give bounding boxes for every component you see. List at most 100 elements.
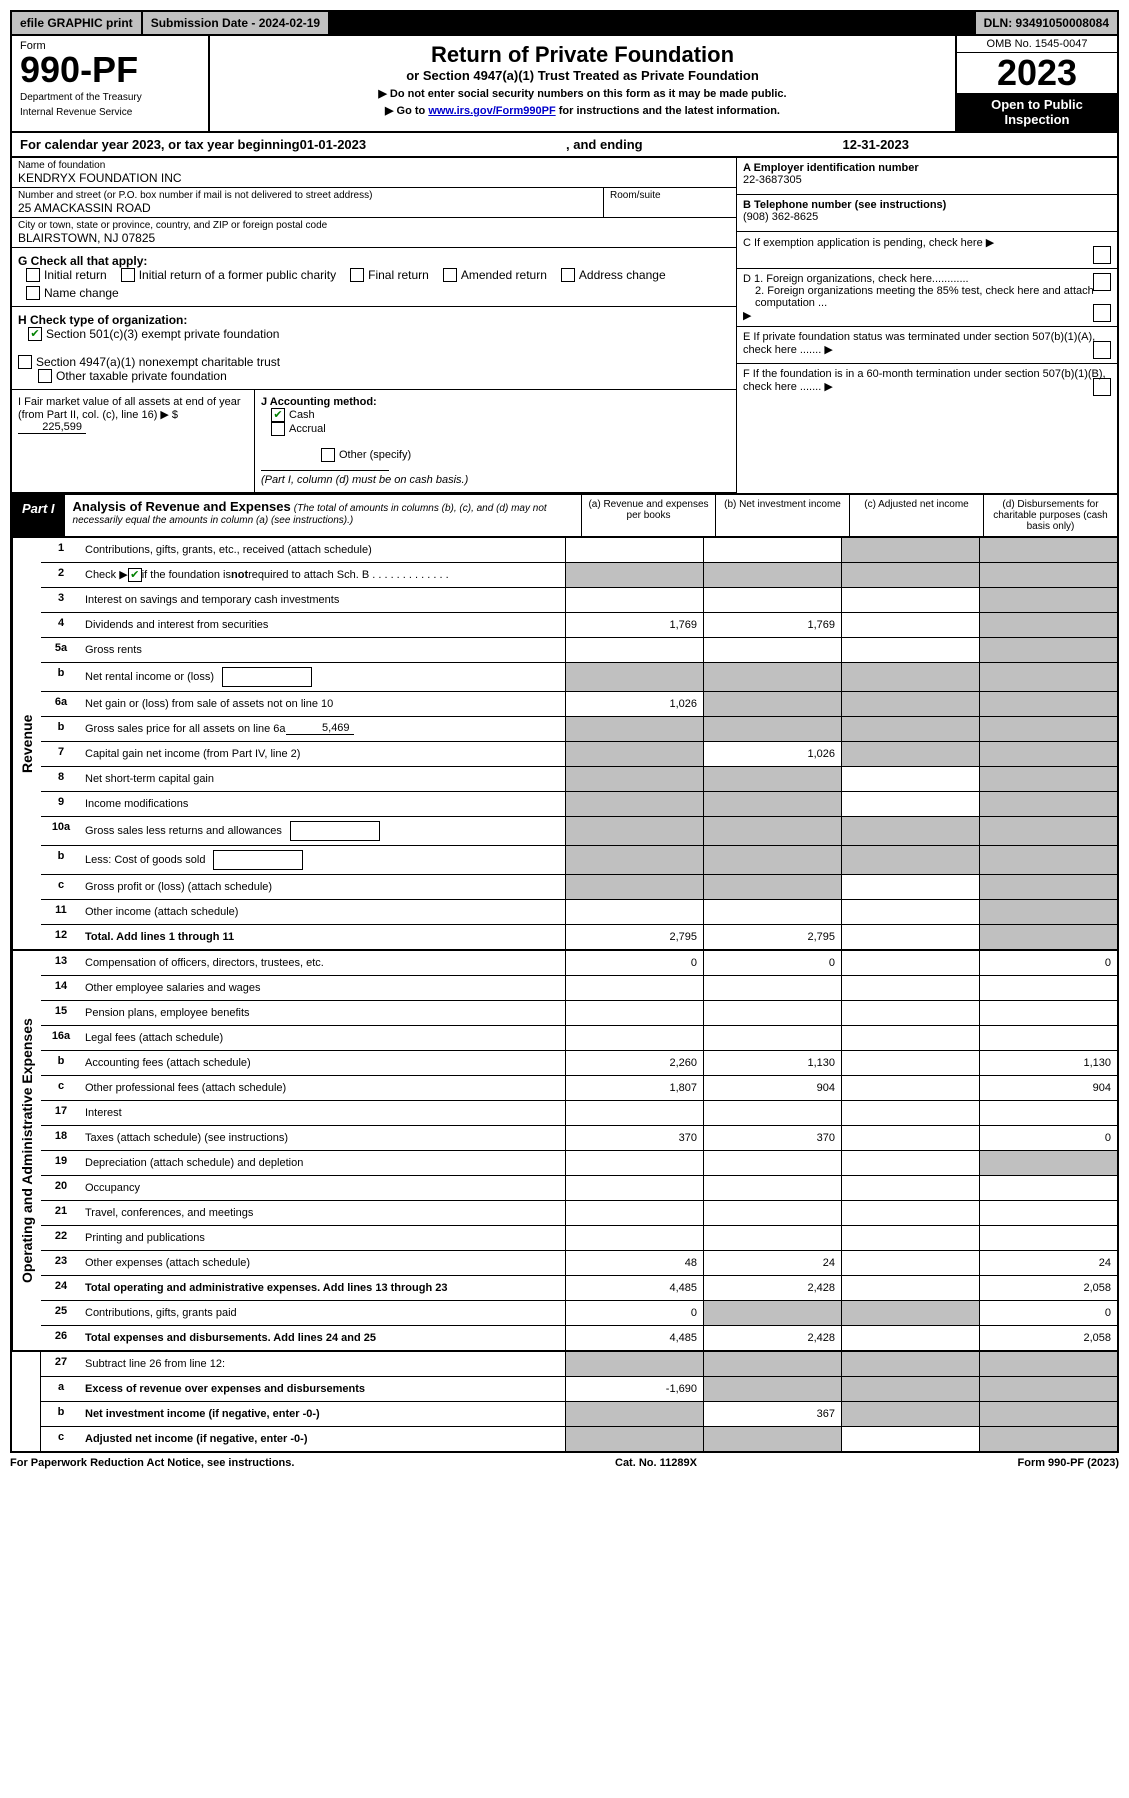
h-opt2: Section 4947(a)(1) nonexempt charitable … [36,355,280,369]
line-desc: Other professional fees (attach schedule… [81,1076,565,1100]
checkbox-amended[interactable] [443,268,457,282]
cell-b [703,692,841,716]
table-row: cOther professional fees (attach schedul… [41,1076,1117,1101]
checkbox-e[interactable] [1093,341,1111,359]
inline-box [222,667,312,687]
line-number: 20 [41,1176,81,1200]
line-desc: Other employee salaries and wages [81,976,565,1000]
revenue-section: Revenue 1Contributions, gifts, grants, e… [10,538,1119,951]
line-desc: Legal fees (attach schedule) [81,1026,565,1050]
cell-b [703,1352,841,1376]
cell-a: 370 [565,1126,703,1150]
checkbox-accrual[interactable] [271,422,285,436]
line-desc: Check ▶ ✔ if the foundation is not requi… [81,563,565,587]
g-label: G Check all that apply: [18,254,147,268]
cell-ds [979,1001,1117,1025]
checkbox-name[interactable] [26,286,40,300]
table-row: 1Contributions, gifts, grants, etc., rec… [41,538,1117,563]
line-desc: Interest [81,1101,565,1125]
table-row: bNet rental income or (loss) [41,663,1117,692]
table-row: 17Interest [41,1101,1117,1126]
checkbox-other-method[interactable] [321,448,335,462]
line-desc: Net rental income or (loss) [81,663,565,691]
checkbox-d1[interactable] [1093,273,1111,291]
part1-desc: Analysis of Revenue and Expenses (The to… [65,495,581,536]
line-number: 7 [41,742,81,766]
cell-c [841,1076,979,1100]
cell-b [703,976,841,1000]
cell-a [565,1201,703,1225]
cell-b [703,875,841,899]
cell-b: 1,769 [703,613,841,637]
cell-a [565,1026,703,1050]
cell-a [565,1352,703,1376]
col-c-head: (c) Adjusted net income [849,495,983,536]
city-cell: City or town, state or province, country… [12,218,736,248]
submission-date: Submission Date - 2024-02-19 [143,12,328,34]
cell-a [565,663,703,691]
cell-a [565,817,703,845]
checkbox-address[interactable] [561,268,575,282]
expenses-section: Operating and Administrative Expenses 13… [10,951,1119,1352]
j-other-blank [261,470,389,471]
table-row: 25Contributions, gifts, grants paid00 [41,1301,1117,1326]
line-desc: Net gain or (loss) from sale of assets n… [81,692,565,716]
g-checklist: Initial return Initial return of a forme… [26,268,730,300]
line-desc: Gross profit or (loss) (attach schedule) [81,875,565,899]
city-label: City or town, state or province, country… [18,220,730,231]
cell-a [565,900,703,924]
cell-c [841,1301,979,1325]
inline-box [290,821,380,841]
checkbox-cash[interactable]: ✔ [271,408,285,422]
cell-b [703,1377,841,1401]
cell-b: 367 [703,1402,841,1426]
g-item-1: Initial return of a former public charit… [139,268,336,282]
cell-b [703,638,841,662]
table-row: 4Dividends and interest from securities1… [41,613,1117,638]
checkbox-4947[interactable] [18,355,32,369]
line-number: 5a [41,638,81,662]
inline-val: 5,469 [286,722,354,735]
cell-ds [979,817,1117,845]
line-number: 24 [41,1276,81,1300]
cell-ds [979,1201,1117,1225]
top-bar: efile GRAPHIC print Submission Date - 20… [10,10,1119,36]
cell-c [841,1051,979,1075]
cell-b: 24 [703,1251,841,1275]
f-cell: F If the foundation is in a 60-month ter… [737,364,1117,400]
cell-ds [979,792,1117,816]
checkbox-final[interactable] [350,268,364,282]
cal-mid: , and ending [366,137,842,152]
cell-a: 1,769 [565,613,703,637]
cal-end: 12-31-2023 [843,137,910,152]
line-number: 21 [41,1201,81,1225]
cell-c [841,1026,979,1050]
cell-c [841,875,979,899]
table-row: bNet investment income (if negative, ent… [41,1402,1117,1427]
cell-b [703,717,841,741]
checkbox-f[interactable] [1093,378,1111,396]
checkbox-c[interactable] [1093,246,1111,264]
cell-a [565,1226,703,1250]
cell-ds [979,663,1117,691]
checkbox-initial-former[interactable] [121,268,135,282]
line-number: 26 [41,1326,81,1350]
checkbox-501c3[interactable]: ✔ [28,327,42,341]
header-center: Return of Private Foundation or Section … [210,36,955,131]
d2-label: 2. Foreign organizations meeting the 85%… [743,285,1111,309]
addr-label: Number and street (or P.O. box number if… [18,190,597,201]
line-desc: Depreciation (attach schedule) and deple… [81,1151,565,1175]
table-row: 2Check ▶ ✔ if the foundation is not requ… [41,563,1117,588]
line-desc: Gross rents [81,638,565,662]
checkbox-initial[interactable] [26,268,40,282]
cell-b: 2,795 [703,925,841,949]
g-item-0: Initial return [44,268,107,282]
c-label: C If exemption application is pending, c… [743,237,994,249]
cell-c [841,1201,979,1225]
line-number: 2 [41,563,81,587]
cell-a: 4,485 [565,1276,703,1300]
g-item-4: Address change [579,268,666,282]
form-link[interactable]: www.irs.gov/Form990PF [428,105,555,117]
checkbox-other-tax[interactable] [38,369,52,383]
checkbox-d2[interactable] [1093,304,1111,322]
